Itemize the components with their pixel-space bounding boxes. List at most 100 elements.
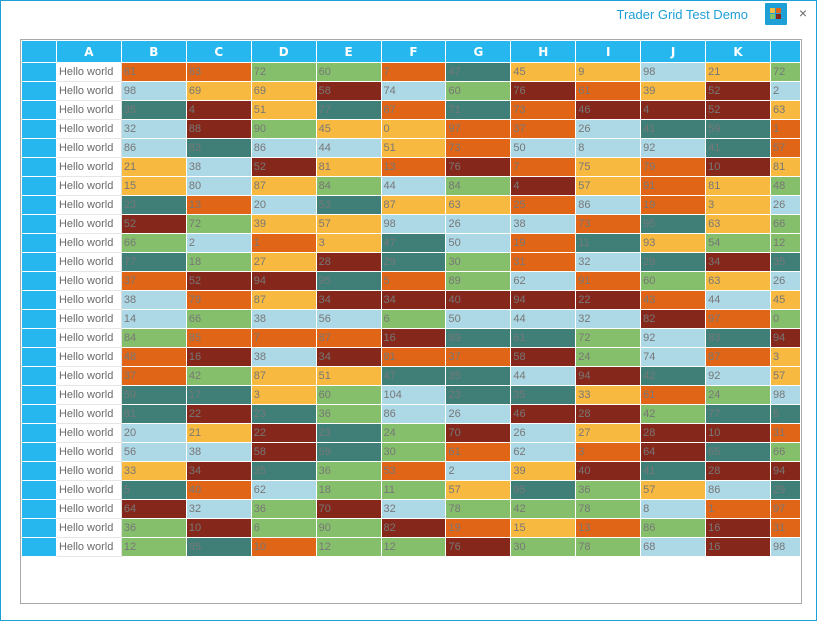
grid-cell[interactable]: 51 [250, 100, 317, 120]
row-header[interactable] [21, 518, 57, 538]
grid-cell[interactable]: 35 [510, 385, 577, 405]
column-header[interactable]: I [575, 40, 642, 63]
grid-cell[interactable]: 35 [120, 100, 187, 120]
grid-cell[interactable]: 11 [380, 480, 447, 500]
grid-cell[interactable]: 33 [120, 461, 187, 481]
grid-cell[interactable]: 79 [640, 157, 707, 177]
row-label-cell[interactable]: Hello world [56, 480, 122, 500]
grid-cell[interactable]: 4 [510, 176, 577, 196]
row-header[interactable] [21, 252, 57, 272]
grid-cell[interactable]: 77 [705, 404, 771, 424]
grid-cell[interactable]: 12 [120, 537, 187, 557]
grid-cell[interactable]: 8 [640, 499, 707, 519]
grid-cell[interactable]: 23 [445, 385, 512, 405]
grid-cell[interactable]: 28 [575, 404, 642, 424]
grid-cell[interactable]: 59 [120, 385, 187, 405]
grid-cell[interactable]: 86 [380, 404, 447, 424]
grid-cell[interactable]: 83 [185, 138, 252, 158]
grid-cell[interactable]: 47 [380, 366, 447, 386]
row-header[interactable] [21, 81, 57, 101]
grid-cell[interactable]: 20 [250, 195, 317, 215]
grid-cell[interactable]: 74 [640, 347, 707, 367]
grid-cell[interactable]: 95 [640, 214, 707, 234]
grid-cell[interactable]: 9 [575, 62, 642, 82]
grid-cell[interactable]: 36 [575, 480, 642, 500]
grid-cell[interactable]: 45 [315, 119, 382, 139]
grid-cell[interactable]: 8 [575, 138, 642, 158]
row-label-cell[interactable]: Hello world [56, 328, 122, 348]
grid-cell[interactable]: 38 [250, 309, 317, 329]
grid-cell[interactable]: 3 [575, 442, 642, 462]
grid-cell[interactable]: 30 [380, 442, 447, 462]
grid-cell[interactable]: 12 [380, 537, 447, 557]
grid-cell[interactable]: 40 [445, 290, 512, 310]
grid-cell[interactable]: 65 [705, 442, 771, 462]
row-header[interactable] [21, 214, 57, 234]
grid-cell[interactable]: 69 [185, 81, 252, 101]
grid-cell[interactable]: 62 [250, 480, 317, 500]
grid-cell[interactable]: 52 [185, 271, 252, 291]
row-label-cell[interactable]: Hello world [56, 214, 122, 234]
grid-cell[interactable]: 43 [640, 290, 707, 310]
grid-cell[interactable]: 52 [705, 100, 771, 120]
grid-cell[interactable]: 10 [250, 537, 317, 557]
grid-cell[interactable]: 95 [185, 537, 252, 557]
grid-cell[interactable]: 73 [510, 100, 577, 120]
column-header[interactable]: B [120, 40, 187, 63]
grid-cell[interactable]: 27 [250, 252, 317, 272]
row-header[interactable] [21, 347, 57, 367]
grid-cell[interactable]: 57 [640, 480, 707, 500]
grid-cell[interactable]: 34 [185, 461, 252, 481]
grid-cell[interactable]: 32 [380, 499, 447, 519]
grid-cell[interactable]: 29 [769, 480, 801, 500]
grid-cell[interactable]: 15 [510, 518, 577, 538]
row-header[interactable] [21, 328, 57, 348]
grid-cell[interactable]: 29 [380, 252, 447, 272]
grid-cell[interactable]: 82 [640, 309, 707, 329]
grid-cell[interactable]: 76 [445, 537, 512, 557]
grid-cell[interactable]: 98 [120, 81, 187, 101]
grid-cell[interactable]: 87 [250, 176, 317, 196]
grid-cell[interactable]: 92 [640, 138, 707, 158]
grid-cell[interactable]: 92 [705, 366, 771, 386]
grid-cell[interactable]: 10 [705, 157, 771, 177]
grid-cell[interactable]: 3 [250, 385, 317, 405]
grid-cell[interactable]: 35 [445, 366, 512, 386]
grid-cell[interactable]: 98 [769, 537, 801, 557]
grid-cell[interactable]: 34 [315, 347, 382, 367]
grid-cell[interactable]: 48 [769, 176, 801, 196]
grid-cell[interactable]: 10 [185, 518, 252, 538]
row-header[interactable] [21, 157, 57, 177]
grid-cell[interactable]: 63 [769, 100, 801, 120]
grid-cell[interactable]: 81 [120, 404, 187, 424]
grid-cell[interactable]: 87 [250, 366, 317, 386]
grid-cell[interactable]: 98 [640, 62, 707, 82]
grid-cell[interactable]: 35 [250, 461, 317, 481]
column-header[interactable]: A [55, 40, 122, 63]
grid-cell[interactable]: 76 [445, 157, 512, 177]
grid-cell[interactable]: 72 [185, 214, 252, 234]
row-label-cell[interactable]: Hello world [56, 537, 122, 557]
grid-cell[interactable]: 29 [640, 252, 707, 272]
grid-cell[interactable]: 18 [315, 480, 382, 500]
row-header[interactable] [21, 461, 57, 481]
grid-cell[interactable]: 32 [120, 119, 187, 139]
row-label-cell[interactable]: Hello world [56, 366, 122, 386]
grid-cell[interactable]: 40 [575, 461, 642, 481]
grid-cell[interactable]: 5 [380, 271, 447, 291]
grid-cell[interactable]: 2 [445, 461, 512, 481]
grid-cell[interactable]: 86 [705, 480, 771, 500]
grid-cell[interactable]: 0 [380, 119, 447, 139]
grid-cell[interactable]: 50 [510, 138, 577, 158]
row-label-cell[interactable]: Hello world [56, 62, 122, 82]
grid-cell[interactable]: 91 [575, 271, 642, 291]
row-label-cell[interactable]: Hello world [56, 404, 122, 424]
grid-cell[interactable]: 71 [445, 100, 512, 120]
grid-cell[interactable]: 38 [185, 157, 252, 177]
grid-cell[interactable]: 51 [380, 138, 447, 158]
grid-cell[interactable]: 22 [575, 290, 642, 310]
grid-cell[interactable]: 97 [705, 309, 771, 329]
grid-cell[interactable]: 38 [510, 214, 577, 234]
grid-cell[interactable]: 61 [510, 328, 577, 348]
grid-cell[interactable]: 72 [250, 62, 317, 82]
